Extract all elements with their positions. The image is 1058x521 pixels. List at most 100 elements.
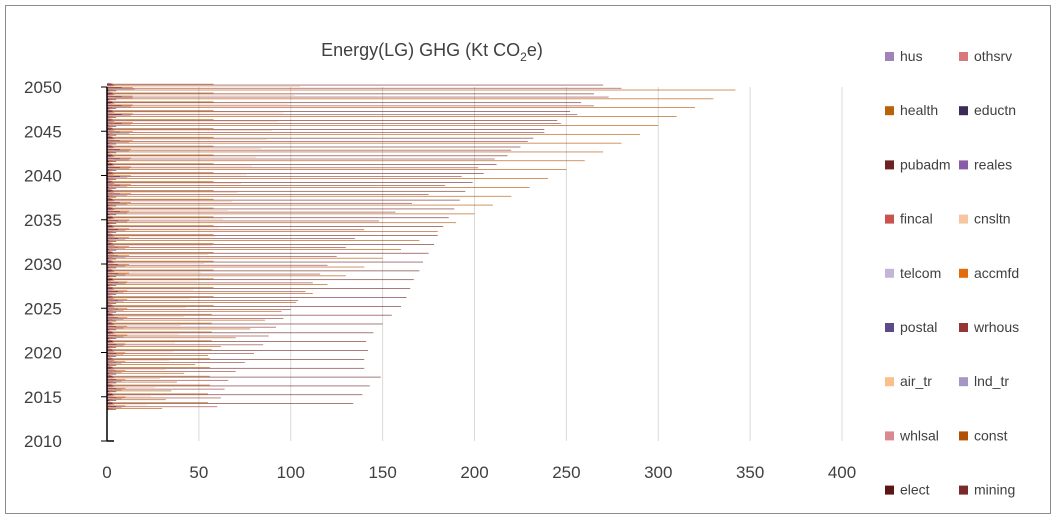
bar-cnsltn-2025	[107, 307, 187, 308]
bar-elect-2016	[107, 391, 109, 392]
bar-fincal-2048	[107, 103, 115, 104]
bar-othsrv-2036	[107, 207, 113, 208]
bar-fincal-2036	[107, 209, 115, 211]
bar-health-2016	[107, 384, 210, 386]
bar-lnd_tr-2036	[107, 212, 128, 214]
bar-reales-2049	[107, 94, 111, 95]
bar-wrhous-2043	[107, 149, 512, 151]
bar-othsrv-2035	[107, 216, 113, 217]
bar-mining-2019	[107, 364, 117, 366]
bar-postal-2046	[107, 122, 122, 124]
bar-wrhous-2030	[107, 264, 328, 266]
bar-wrhous-2048	[107, 105, 594, 107]
bar-whlsal-2016	[107, 390, 113, 391]
bar-eductn-2020	[107, 349, 113, 351]
bar-mining-2014	[107, 409, 117, 410]
bar-air_tr-2034	[107, 229, 115, 231]
bar-cnsltn-2046	[107, 121, 278, 123]
bar-telcom-2021	[107, 343, 113, 344]
bar-wrhous-2014	[107, 406, 218, 408]
x-tick-label: 100	[277, 463, 305, 482]
bar-eductn-2042	[107, 155, 113, 156]
bar-fincal-2045	[107, 129, 115, 131]
bar-accmfd-2050	[107, 87, 133, 88]
bar-pubadm-2021	[107, 341, 367, 342]
legend-swatch-fincal	[885, 214, 894, 224]
bar-eductn-2040	[107, 172, 113, 174]
bar-eductn-2039	[107, 181, 113, 183]
bar-postal-2036	[107, 211, 120, 212]
bar-othsrv-2033	[107, 233, 113, 235]
bar-health-2042	[107, 154, 214, 156]
bar-elect-2023	[107, 329, 109, 330]
bar-mining-2033	[107, 241, 117, 242]
bar-cnsltn-2023	[107, 325, 181, 326]
bar-health-2029	[107, 269, 214, 271]
bar-othsrv-2017	[107, 375, 113, 377]
x-tick-label: 50	[189, 463, 208, 482]
bar-pubadm-2042	[107, 155, 508, 157]
bar-telcom-2046	[107, 121, 113, 123]
bar-health-2032	[107, 243, 214, 244]
bar-elect-2029	[107, 276, 109, 277]
bar-const-2023	[107, 328, 251, 330]
bar-mining-2028	[107, 285, 117, 286]
bar-accmfd-2042	[107, 157, 131, 159]
bar-eductn-2014	[107, 402, 113, 404]
bar-othsrv-2037	[107, 198, 113, 200]
bar-lnd_tr-2026	[107, 301, 124, 302]
bar-whlsal-2022	[107, 337, 113, 338]
bar-elect-2019	[107, 364, 109, 366]
bar-fincal-2026	[107, 298, 115, 299]
legend-label-telcom: telcom	[900, 265, 941, 281]
bar-postal-2027	[107, 291, 119, 292]
bar-const-2039	[107, 187, 530, 188]
bar-telcom-2023	[107, 325, 113, 327]
bar-postal-2022	[107, 335, 117, 336]
bar-postal-2031	[107, 255, 119, 257]
bar-mining-2022	[107, 338, 117, 340]
bar-whlsal-2047	[107, 115, 113, 117]
bar-othsrv-2021	[107, 340, 113, 341]
bar-eductn-2019	[107, 358, 113, 360]
bar-fincal-2044	[107, 138, 115, 140]
bar-wrhous-2036	[107, 211, 396, 213]
bar-const-2041	[107, 169, 567, 170]
bar-othsrv-2025	[107, 304, 113, 306]
bar-postal-2034	[107, 229, 119, 230]
bar-reales-2022	[107, 332, 111, 334]
legend-swatch-mining	[959, 485, 968, 495]
bar-eductn-2030	[107, 261, 113, 262]
bar-lnd_tr-2014	[107, 407, 122, 409]
bar-wrhous-2049	[107, 96, 609, 98]
bar-health-2033	[107, 234, 214, 235]
bar-whlsal-2049	[107, 98, 113, 99]
bar-pubadm-2032	[107, 244, 435, 245]
bar-hus-2034	[107, 224, 111, 226]
bar-cnsltn-2039	[107, 183, 242, 185]
bar-air_tr-2041	[107, 168, 115, 169]
legend-swatch-health	[885, 106, 894, 116]
legend-label-whlsal: whlsal	[899, 427, 939, 443]
bar-whlsal-2025	[107, 310, 113, 312]
bar-mining-2042	[107, 161, 117, 163]
bar-telcom-2047	[107, 113, 113, 114]
bar-whlsal-2044	[107, 142, 113, 143]
bar-elect-2045	[107, 134, 109, 136]
bar-postal-2049	[107, 96, 122, 97]
bar-whlsal-2045	[107, 133, 113, 135]
bar-lnd_tr-2046	[107, 124, 131, 125]
legend-label-eductn: eductn	[974, 102, 1016, 118]
bar-cnsltn-2018	[107, 369, 166, 370]
bar-const-2028	[107, 284, 328, 286]
bar-whlsal-2020	[107, 354, 113, 356]
bar-whlsal-2023	[107, 328, 113, 329]
bar-wrhous-2034	[107, 229, 365, 231]
bar-telcom-2039	[107, 183, 113, 185]
bar-const-2033	[107, 240, 420, 241]
bar-reales-2020	[107, 350, 111, 352]
bar-health-2045	[107, 128, 214, 129]
bar-othsrv-2047	[107, 109, 113, 111]
legend-swatch-cnsltn	[959, 214, 968, 224]
bar-reales-2035	[107, 217, 111, 219]
